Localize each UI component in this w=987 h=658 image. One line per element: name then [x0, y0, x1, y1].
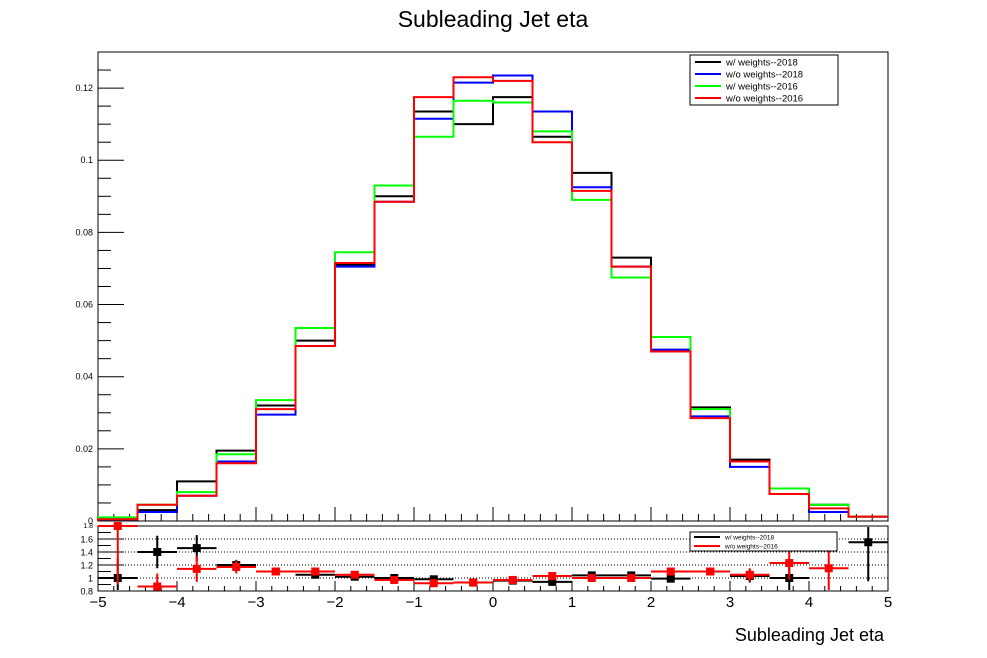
- ratio-point: [508, 575, 517, 584]
- ratio-point: [627, 574, 636, 582]
- ratio-series-w-o-weights-2016: [98, 522, 849, 591]
- ratio-point: [350, 570, 359, 579]
- ratio-y-tick-label: 1.2: [80, 561, 93, 571]
- y-tick-label: 0.08: [75, 227, 93, 237]
- ratio-point: [311, 567, 320, 576]
- x-tick-label: −2: [326, 594, 343, 611]
- legend-label: w/ weights--2018: [725, 58, 798, 69]
- ratio-point: [864, 538, 873, 547]
- legend-box: [689, 54, 839, 106]
- x-tick-label: −3: [247, 594, 264, 611]
- ratio-legend: w/ weights--2018 w/o weights--2016: [689, 531, 838, 552]
- ratio-point: [548, 577, 557, 586]
- y-tick-label: 0.04: [75, 372, 93, 382]
- y-tick-label: 0.02: [75, 444, 93, 454]
- ratio-point: [666, 567, 675, 576]
- x-axis-label: Subleading Jet eta: [735, 625, 885, 645]
- ratio-point: [271, 567, 280, 576]
- legend-label: w/ weights--2016: [725, 82, 798, 93]
- x-tick-label: 0: [489, 594, 497, 611]
- x-tick-label: 2: [647, 594, 655, 611]
- x-tick-label: −4: [168, 594, 185, 611]
- ratio-point: [824, 564, 833, 573]
- x-tick-label: −5: [89, 594, 106, 611]
- main-panel: 0 0.02 0.04 0.06 0.08 0.1 0.12 w/ weights--201…: [75, 6, 889, 526]
- y-tick-label: 0.1: [80, 155, 93, 165]
- ratio-y-top-tick-label: 1.8: [83, 523, 93, 530]
- ratio-y-tick-label: 1.4: [80, 548, 93, 558]
- ratio-legend-label: w/o weights--2016: [724, 544, 778, 551]
- ratio-point: [153, 548, 162, 556]
- ratio-point: [785, 559, 794, 568]
- ratio-legend-label: w/ weights--2018: [724, 535, 775, 542]
- ratio-panel: 0.8 1 1.2 1.4 1.6 1.8 −5 −4 −3 −2 −1 0 1 2 3 4 5 w/ weig…: [80, 522, 892, 645]
- ratio-point: [429, 579, 438, 588]
- x-tick-label: 3: [726, 594, 734, 611]
- ratio-y-tick-label: 1: [88, 574, 93, 584]
- x-tick-label: 5: [884, 594, 892, 611]
- ratio-point: [390, 575, 399, 584]
- ratio-point: [706, 567, 715, 576]
- y-tick-label: 0.06: [75, 300, 93, 310]
- ratio-point: [113, 522, 122, 530]
- legend-label: w/o weights--2016: [725, 94, 803, 105]
- x-tick-label: 4: [805, 594, 813, 611]
- y-tick-label: 0.12: [75, 83, 93, 93]
- x-tick-label: 1: [568, 594, 576, 611]
- histogram-w-o-weights-2016: [97, 76, 888, 521]
- ratio-series-group: [98, 522, 888, 591]
- ratio-point: [192, 544, 201, 553]
- main-axis-ticks: 0 0.02 0.04 0.06 0.08 0.1 0.12: [75, 51, 889, 526]
- ratio-point: [153, 582, 162, 591]
- ratio-point: [232, 562, 241, 571]
- legend-label: w/o weights--2018: [725, 70, 803, 81]
- chart-title: Subleading Jet eta: [398, 6, 589, 32]
- ratio-y-tick-label: 0.8: [80, 587, 93, 597]
- ratio-y-tick-label: 1.6: [80, 535, 93, 545]
- ratio-legend-box: [689, 531, 838, 552]
- main-series-group: [97, 74, 888, 521]
- ratio-point: [587, 574, 596, 582]
- ratio-point: [666, 574, 675, 583]
- y-tick-label: 0: [88, 516, 93, 526]
- ratio-point: [192, 564, 201, 573]
- ratio-point: [548, 572, 557, 581]
- x-tick-label: −1: [405, 594, 422, 611]
- ratio-point: [745, 570, 754, 579]
- ratio-point: [469, 578, 478, 587]
- main-plot-frame: [97, 51, 889, 522]
